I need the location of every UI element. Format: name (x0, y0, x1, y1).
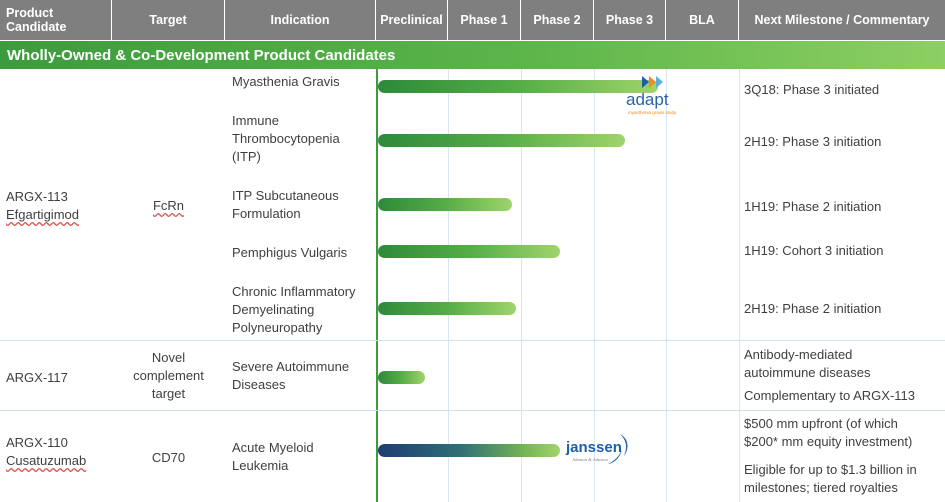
janssen-logo-mark: janssen Johnson & Johnson (565, 434, 628, 464)
indication-label: Myasthenia Gravis (232, 74, 340, 89)
progress-bar-itp (378, 134, 625, 147)
candidate-name: ARGX-117 (6, 370, 68, 385)
target-name: Novel (151, 350, 186, 365)
milestone-text: Antibody-mediated (744, 347, 853, 362)
row-divider-1 (0, 340, 945, 341)
candidate-name: ARGX-110 (6, 435, 68, 450)
milestone-divider (739, 69, 740, 502)
milestone-text: Complementary to ARGX-113 (744, 388, 915, 403)
bla-divider (666, 69, 667, 502)
milestone-text: $500 mm upfront (of which (744, 416, 898, 431)
row-divider-2 (0, 410, 945, 411)
indication-label: Demyelinating (232, 302, 315, 317)
milestone-text: 1H19: Phase 2 initiation (744, 199, 882, 214)
indication-label: ITP Subcutaneous (232, 188, 339, 203)
progress-bar-aml (378, 444, 560, 457)
progress-bar-pemphigus (378, 245, 560, 258)
phase2-divider (521, 69, 522, 502)
indication-label: Chronic Inflammatory (232, 284, 356, 299)
candidate-name: ARGX-113 (6, 189, 68, 204)
header-phase1: Phase 1 (448, 0, 521, 40)
indication-label: Leukemia (232, 458, 289, 473)
indication-label: Acute Myeloid (232, 440, 314, 455)
janssen-logo-text: janssen (565, 439, 622, 456)
header-bla: BLA (666, 0, 739, 40)
milestone-text: milestones; tiered royalties (744, 480, 898, 495)
target-name: FcRn (152, 198, 185, 213)
target-name: target (151, 386, 186, 401)
indication-label: Formulation (232, 206, 301, 221)
candidate-subname: Efgartigimod (6, 207, 79, 222)
section-title: Wholly-Owned & Co-Development Product Ca… (0, 41, 945, 69)
adapt-logo-text: adapt (626, 90, 669, 109)
indication-label: Pemphigus Vulgaris (232, 245, 348, 260)
header-product-candidate: Product Candidate (0, 0, 112, 40)
candidate-subname: Cusatuzumab (6, 453, 87, 468)
milestone-text: $200* mm equity investment) (744, 434, 913, 449)
milestone-text: 1H19: Cohort 3 initiation (744, 243, 884, 258)
header-phase3: Phase 3 (594, 0, 666, 40)
progress-bar-itp-subcutaneous (378, 198, 512, 211)
milestone-text: autoimmune diseases (744, 365, 871, 380)
header-phase2: Phase 2 (521, 0, 594, 40)
adapt-logo-subtitle: myasthenia gravis study (628, 110, 677, 115)
header-milestone: Next Milestone / Commentary (754, 12, 930, 27)
table-header: Product Candidate Target Indication Prec… (0, 0, 945, 40)
janssen-logo: janssen Johnson & Johnson (564, 430, 636, 472)
target-name: complement (133, 368, 204, 383)
indication-label: Immune (232, 113, 279, 128)
janssen-logo-subtitle: Johnson & Johnson (572, 457, 608, 462)
header-indication: Indication (225, 0, 376, 40)
adapt-logo: adapt myasthenia gravis study (622, 74, 680, 118)
progress-bar-myasthenia (378, 80, 658, 93)
adapt-logo-mark: adapt myasthenia gravis study (626, 76, 677, 115)
indication-label: Thrombocytopenia (232, 131, 340, 146)
phase1-divider (448, 69, 449, 502)
phase3-divider (594, 69, 595, 502)
milestone-text: Eligible for up to $1.3 billion in (744, 462, 917, 477)
progress-bar-severe-autoimmune (378, 371, 425, 384)
indication-label: Severe Autoimmune (232, 359, 350, 374)
milestone-text: 2H19: Phase 3 initiation (744, 134, 882, 149)
header-preclinical: Preclinical (376, 0, 448, 40)
milestone-text: 2H19: Phase 2 initiation (744, 301, 882, 316)
target-name: CD70 (151, 450, 186, 465)
indication-label: Diseases (232, 377, 286, 392)
indication-label: Polyneuropathy (232, 320, 323, 335)
preclinical-axis-line (376, 69, 378, 502)
header-target: Target (112, 0, 225, 40)
indication-label: (ITP) (232, 149, 261, 164)
progress-bar-cidp (378, 302, 516, 315)
milestone-text: 3Q18: Phase 3 initiated (744, 82, 880, 97)
